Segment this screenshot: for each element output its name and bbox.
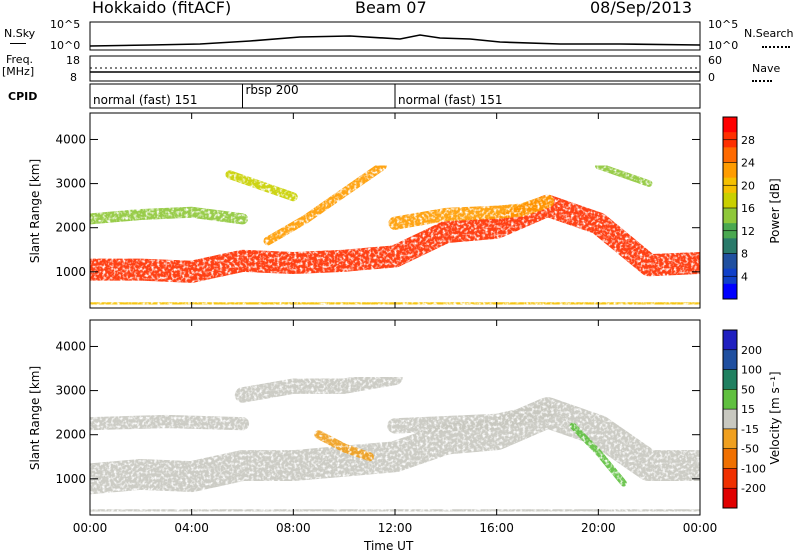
velocity-cbar-frame xyxy=(722,329,738,509)
velocity-band-5 xyxy=(314,430,374,462)
power-cbar-tick-label-1: 24 xyxy=(741,157,755,170)
nsky-trace xyxy=(89,34,701,47)
velocity-cbar-swatch-0 xyxy=(723,330,737,351)
velocity-ytick-label-2: 3000 xyxy=(55,384,86,398)
nave-label: Nave xyxy=(752,62,781,75)
velocity-cbar-tick-label-6: -100 xyxy=(741,462,766,475)
velocity-cbar-swatch-6 xyxy=(723,448,737,469)
nave-line-marker xyxy=(752,80,772,82)
velocity-ylabel: Slant Range [km] xyxy=(28,365,42,471)
power-cbar-tick-label-5: 8 xyxy=(741,248,748,261)
velocity-band-2 xyxy=(234,369,403,403)
velocity-cbar-tick-label-7: -200 xyxy=(741,482,766,495)
velocity-cbar-swatch-5 xyxy=(723,428,737,450)
station-title: Hokkaido (fitACF) xyxy=(92,0,232,17)
nsearch-line-marker xyxy=(762,46,790,48)
nave-tick-top: 60 xyxy=(708,54,722,67)
power-cbar-swatch-0 xyxy=(723,117,737,133)
colorbars: 28 24 20 16 12 8 4 200 100 50 15 -15 -50 -100 -200 xyxy=(722,116,766,509)
power-cbar-tick-label-0: 28 xyxy=(741,134,755,147)
nsky-label: N.Sky xyxy=(4,27,36,40)
nsky-line-marker xyxy=(10,43,26,44)
velocity-ytick-label-1: 2000 xyxy=(55,428,86,442)
velocity-band-3 xyxy=(387,402,556,434)
cpid-segment-label-1: rbsp 200 xyxy=(246,83,299,97)
velocity-cbar-swatch-8 xyxy=(723,488,737,509)
power-ylabel: Slant Range [km] xyxy=(28,158,42,264)
power-cbar-tick-label-3: 16 xyxy=(741,202,755,215)
freq-tick-bottom: 8 xyxy=(70,71,77,84)
power-band-3 xyxy=(263,161,387,246)
nave-tick-bottom: 0 xyxy=(708,71,715,84)
power-ytick-label-3: 4000 xyxy=(55,132,86,146)
velocity-cbar-tick-label-5: -50 xyxy=(741,443,759,456)
nsearch-tick-top: 10^5 xyxy=(708,18,739,31)
power-band-2 xyxy=(225,170,298,202)
xaxis-label: Time UT xyxy=(364,539,414,553)
axes: 1000 2000 3000 4000 00:00 04:00 08:00 12:00 16:0… xyxy=(55,113,717,535)
velocity-cbar-tick-label-2: 50 xyxy=(741,383,755,396)
velocity-cbar-tick-label-4: -15 xyxy=(741,423,759,436)
velocity-ytick-label-0: 1000 xyxy=(55,472,86,486)
power-ytick-label-1: 2000 xyxy=(55,221,86,235)
velocity-ytick-label-3: 4000 xyxy=(55,339,86,353)
velocity-cbar-swatch-2 xyxy=(723,369,737,390)
velocity-cbar-title: Velocity [m s⁻¹] xyxy=(768,371,782,465)
mhz-label: [MHz] xyxy=(2,65,35,78)
beam-title: Beam 07 xyxy=(355,0,427,17)
power-cbar-swatch-8 xyxy=(723,238,737,254)
velocity-band-1 xyxy=(90,414,250,431)
cpid-segment-label-0: normal (fast) 151 xyxy=(93,93,197,107)
power-echoes xyxy=(90,161,700,307)
cpid-segments: normal (fast) 151 rbsp 200 normal (fast) 1… xyxy=(93,83,502,108)
power-cbar-swatch-11 xyxy=(723,283,737,300)
nsearch-label: N.Search xyxy=(744,27,794,40)
power-cbar-swatch-5 xyxy=(723,192,737,209)
velocity-cbar-tick-label-0: 200 xyxy=(741,344,762,357)
cpid-segment-label-2: normal (fast) 151 xyxy=(398,93,502,107)
xtick-label-2: 08:00 xyxy=(276,521,311,535)
power-cbar-tick-label-4: 12 xyxy=(741,225,755,238)
power-cbar-swatch-2 xyxy=(723,147,737,163)
velocity-cbar-swatch-3 xyxy=(723,389,737,410)
power-ytick-label-2: 3000 xyxy=(55,177,86,191)
xtick-label-1: 04:00 xyxy=(174,521,209,535)
power-ytick-label-0: 1000 xyxy=(55,265,86,279)
power-band-1 xyxy=(90,206,248,225)
xtick-label-4: 16:00 xyxy=(479,521,514,535)
xtick-label-0: 00:00 xyxy=(73,521,108,535)
nsky-tick-top: 10^5 xyxy=(50,18,81,31)
velocity-cbar-swatch-7 xyxy=(723,468,737,489)
power-band-5 xyxy=(595,162,653,187)
velocity-cbar-swatch-4 xyxy=(723,409,737,430)
power-band-0 xyxy=(90,194,700,283)
power-cbar-title: Power [dB] xyxy=(768,178,782,244)
nsky-tick-bottom: 10^0 xyxy=(50,39,81,52)
velocity-band-4 xyxy=(569,422,628,487)
velocity-cbar-tick-label-3: 15 xyxy=(741,403,755,416)
xtick-label-3: 12:00 xyxy=(378,521,413,535)
power-cbar-swatch-3 xyxy=(723,162,737,179)
xtick-label-6: 00:00 xyxy=(683,521,718,535)
power-band-4 xyxy=(388,194,555,230)
power-cbar-tick-label-6: 4 xyxy=(741,270,748,283)
velocity-cbar-tick-label-1: 100 xyxy=(741,364,762,377)
date-title: 08/Sep/2013 xyxy=(590,0,693,17)
power-cbar-tick-label-2: 20 xyxy=(741,179,755,192)
velocity-echoes xyxy=(90,369,700,514)
velocity-cbar-swatch-1 xyxy=(723,349,737,371)
nsky-strip xyxy=(89,21,701,51)
cpid-label: CPID xyxy=(8,90,38,103)
velocity-band-0 xyxy=(90,397,700,495)
nsearch-tick-bottom: 10^0 xyxy=(708,39,739,52)
xtick-label-5: 20:00 xyxy=(581,521,616,535)
freq-tick-top: 18 xyxy=(66,54,80,67)
power-cbar-swatch-6 xyxy=(723,208,737,224)
freq-label: Freq. xyxy=(6,53,34,66)
power-cbar-swatch-9 xyxy=(723,253,737,270)
